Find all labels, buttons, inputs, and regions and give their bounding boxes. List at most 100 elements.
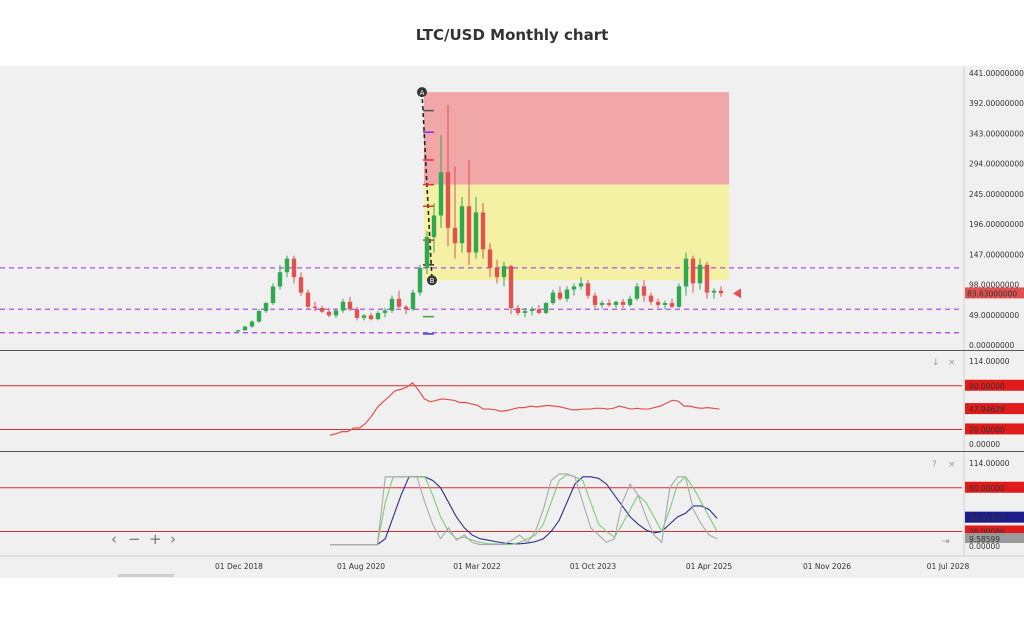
candle-body (620, 301, 626, 305)
candle-body (445, 172, 451, 228)
stoch-help-icon[interactable]: ? (932, 460, 937, 470)
price-tick-label: 49.00000000 (969, 311, 1019, 320)
candle-body (235, 330, 241, 332)
stoch-tick-label: 114.00000 (969, 459, 1010, 468)
candle-body (529, 309, 535, 312)
rsi-tick-label: 80.00000 (969, 382, 1005, 391)
candle-body (585, 283, 591, 296)
candle-body (298, 277, 304, 293)
stoch-tag (965, 511, 1024, 523)
candle-body (473, 212, 479, 253)
candle-body (256, 311, 262, 322)
stoch-tick-label: 38.91407 (969, 514, 1005, 523)
rsi-close-icon[interactable]: × (948, 358, 956, 368)
candle-body (564, 289, 570, 299)
marker-b-label: B (430, 277, 435, 285)
candle-body (697, 264, 703, 284)
nav-zoom-in-button[interactable]: + (149, 530, 162, 548)
candlestick-series (235, 104, 741, 333)
candle-body (333, 310, 339, 316)
stoch-line (330, 473, 718, 546)
candle-body (501, 266, 507, 278)
rsi-tick-label: 114.00000 (969, 357, 1010, 366)
fib-box: AB (417, 87, 729, 335)
axis-ticks: 441.00000000 392.00000000 343.00000000 294.… (965, 69, 1024, 350)
candle-body (669, 303, 675, 307)
candle-body (662, 303, 668, 305)
date-tick-label: 01 Oct 2023 (570, 562, 617, 571)
candle-body (704, 264, 710, 293)
candle-body (487, 249, 493, 268)
candle-body (452, 227, 458, 244)
nav-zoom-out-button[interactable]: − (128, 530, 141, 548)
candle-body (627, 298, 633, 305)
candle-body (613, 301, 619, 305)
rsi-line (329, 382, 720, 436)
stochastic-indicator: 114.00000 80.00000 38.91407 20.00000 0.00000… (0, 459, 1024, 551)
candle-body (676, 286, 682, 307)
price-tick-label: 441.00000000 (969, 69, 1024, 78)
candle-body (536, 309, 542, 313)
candle-body (571, 286, 577, 290)
price-tick-label: 245.00000000 (969, 190, 1024, 199)
candle-body (319, 307, 325, 312)
date-tick-label: 01 Apr 2025 (686, 562, 733, 571)
candle-body (459, 206, 465, 244)
candle-body (396, 298, 402, 307)
candle-body (424, 237, 430, 268)
candle-body (305, 292, 311, 307)
price-tick-label: 294.00000000 (969, 160, 1024, 169)
marker-a-dot (417, 87, 427, 98)
rsi-panel-bg (0, 351, 1024, 451)
date-tick-label: 01 Mar 2022 (453, 562, 501, 571)
candle-body (410, 292, 416, 310)
stoch-tick-label: 0.00000 (969, 542, 1000, 551)
candle-body (648, 295, 654, 302)
date-tick-label: 01 Nov 2026 (803, 562, 851, 571)
candle-body (683, 258, 689, 287)
stoch-close-icon[interactable]: × (948, 460, 956, 470)
collapse-icon[interactable]: ⇥ (942, 537, 950, 547)
rsi-tick-label: 47.94629 (969, 405, 1005, 414)
scroll-indicator (118, 574, 174, 577)
candle-body (599, 303, 605, 305)
candle-body (494, 267, 500, 278)
current-price-arrow (733, 288, 741, 299)
rsi-tick-label: 20.00000 (969, 425, 1005, 434)
candle-body (347, 301, 353, 310)
rsi-arrow-icon[interactable]: ↓ (932, 358, 940, 368)
price-tick-label: 196.00000000 (969, 220, 1024, 229)
stoch-tag (965, 525, 1024, 537)
candle-body (557, 292, 563, 299)
stoch-tag (965, 481, 1024, 493)
fib-red-zone (424, 92, 729, 185)
nav-next-button[interactable]: › (170, 530, 176, 548)
stoch-gray-tag (965, 533, 1024, 544)
candle-body (403, 306, 409, 310)
stoch-gray-label: 9.58599 (969, 535, 1000, 544)
candle-body (284, 258, 290, 273)
marker-b-dot (427, 275, 437, 286)
candle-body (578, 283, 584, 287)
price-tick-label: 343.00000000 (969, 129, 1024, 138)
candle-body (641, 286, 647, 296)
candle-body (417, 267, 423, 293)
stoch-tick-label: 80.00000 (969, 484, 1005, 493)
candle-body (508, 266, 514, 308)
rsi-indicator: 114.00000 80.00000 47.94629 20.00000 0.00000 (0, 357, 1024, 449)
candle-body (438, 172, 444, 216)
candle-body (550, 292, 556, 304)
fib-connector-line (421, 92, 433, 281)
stoch-tick-label: 20.00000 (969, 527, 1005, 536)
nav-prev-button[interactable]: ‹ (111, 530, 117, 548)
candle-body (431, 215, 437, 238)
candle-body (291, 258, 297, 278)
support-resistance-lines (0, 267, 962, 334)
rsi-tag (965, 379, 1024, 391)
candle-body (389, 298, 395, 311)
candle-body (718, 290, 724, 294)
candle-body (270, 286, 276, 304)
candle-body (634, 286, 640, 299)
chart-canvas[interactable]: AB 114.00000 80.00000 47.94629 20.00000 0.00… (0, 64, 1024, 580)
price-tick-label: 147.00000000 (969, 250, 1024, 259)
